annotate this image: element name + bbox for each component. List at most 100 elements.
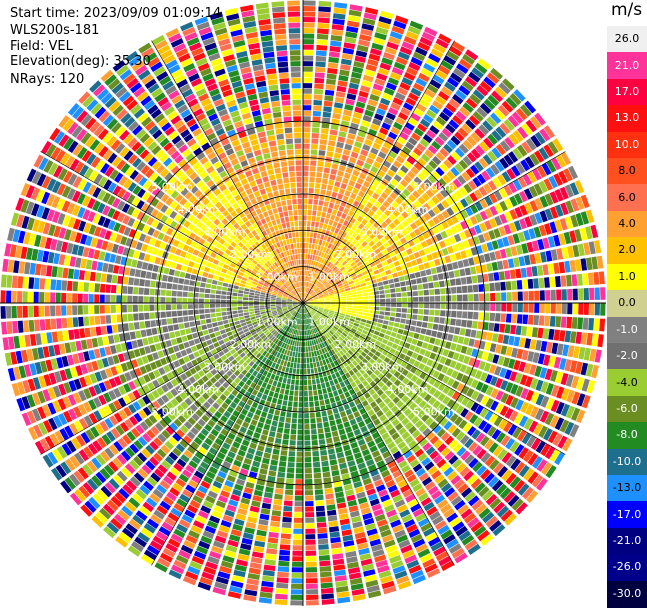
radar-gate — [316, 172, 322, 178]
radar-gate — [292, 556, 303, 561]
radar-gate — [468, 294, 473, 301]
radar-gate — [577, 274, 583, 286]
radar-gate — [308, 205, 312, 210]
radar-gate — [295, 479, 303, 484]
radar-gate — [472, 276, 478, 284]
radar-gate — [369, 307, 374, 310]
radar-gate — [561, 275, 567, 286]
radar-gate — [517, 314, 523, 324]
radar-gate — [321, 184, 327, 190]
radar-gate — [273, 499, 282, 505]
radar-gate — [418, 290, 423, 295]
radar-gate — [363, 306, 368, 309]
radar-gate — [276, 583, 288, 589]
radar-gate — [317, 522, 327, 528]
radar-gate — [304, 353, 306, 358]
radar-gate — [396, 313, 402, 318]
radar-gate — [288, 462, 295, 467]
radar-gate — [279, 550, 290, 556]
radar-gate — [285, 490, 293, 496]
radar-gate — [189, 316, 195, 321]
radar-gate — [319, 1, 332, 7]
radar-gate — [299, 386, 303, 391]
radar-gate — [150, 312, 156, 319]
radar-gate — [550, 277, 556, 288]
radar-gate — [305, 534, 315, 539]
radar-gate — [572, 274, 578, 286]
radar-gate — [467, 320, 473, 328]
radar-gate — [297, 452, 303, 457]
radar-gate — [439, 281, 445, 288]
radar-gate — [275, 599, 288, 605]
radar-gate — [550, 316, 556, 327]
radar-gate — [314, 401, 319, 407]
radar-gate — [297, 363, 300, 368]
radar-gate — [313, 456, 320, 462]
radar-gate — [318, 6, 331, 12]
radar-gate — [495, 313, 501, 322]
radar-gate — [295, 496, 303, 501]
radar-gate — [123, 323, 129, 331]
radar-gate — [424, 296, 429, 301]
radar-gate — [56, 318, 62, 329]
radar-gate — [441, 303, 446, 309]
radar-gate — [265, 303, 270, 305]
radar-gate — [600, 303, 605, 316]
radar-gate — [430, 303, 435, 309]
radar-gate — [303, 210, 307, 215]
radar-gate — [457, 295, 462, 302]
radar-gate — [390, 312, 395, 316]
radar-gate — [295, 385, 299, 390]
radar-gate — [322, 178, 328, 184]
radar-gate — [307, 216, 311, 221]
radar-gate — [306, 551, 317, 556]
radar-gate — [319, 555, 330, 561]
radar-gate — [291, 429, 297, 434]
radar-gate — [479, 303, 484, 311]
radar-gate — [291, 595, 303, 600]
radar-gate — [422, 277, 428, 283]
radar-gate — [172, 318, 178, 324]
radar-gate — [184, 322, 190, 328]
radar-gate — [305, 474, 312, 479]
radar-gate — [295, 485, 303, 490]
radar-gate — [523, 291, 528, 301]
radar-gate — [303, 171, 309, 176]
radar-gate — [307, 221, 311, 226]
radar-gate — [584, 303, 589, 315]
radar-gate — [321, 411, 327, 417]
radar-gate — [305, 463, 312, 468]
radar-gate — [417, 315, 423, 321]
radar-gate — [292, 567, 303, 572]
radar-gate — [304, 386, 308, 391]
radar-gate — [316, 178, 322, 184]
radar-gate — [315, 489, 323, 495]
radar-gate — [427, 323, 433, 329]
radar-gate — [312, 122, 320, 128]
radar-gate — [321, 461, 328, 467]
radar-gate — [232, 307, 237, 310]
radar-gate — [298, 430, 304, 435]
radar-gate — [298, 352, 301, 357]
radar-gate — [308, 199, 313, 204]
radar-gate — [315, 72, 325, 78]
radar-gate — [303, 336, 305, 341]
radar-gate — [413, 303, 418, 308]
radar-gate — [315, 495, 324, 501]
radar-gate — [474, 303, 479, 310]
radar-gate — [277, 427, 283, 433]
radar-gate — [518, 292, 523, 301]
radar-gate — [278, 566, 290, 572]
radar-gate — [299, 397, 303, 402]
radar-gate — [317, 34, 329, 40]
radar-gate — [296, 463, 303, 468]
radar-gate — [304, 402, 309, 407]
radar-gate — [67, 318, 73, 328]
radar-gate — [305, 457, 312, 462]
radar-gate — [318, 539, 328, 545]
radar-gate — [282, 517, 292, 523]
radar-gate — [306, 249, 309, 254]
radar-gate — [296, 468, 303, 473]
radar-gate — [306, 595, 318, 600]
radar-gate — [303, 28, 315, 33]
